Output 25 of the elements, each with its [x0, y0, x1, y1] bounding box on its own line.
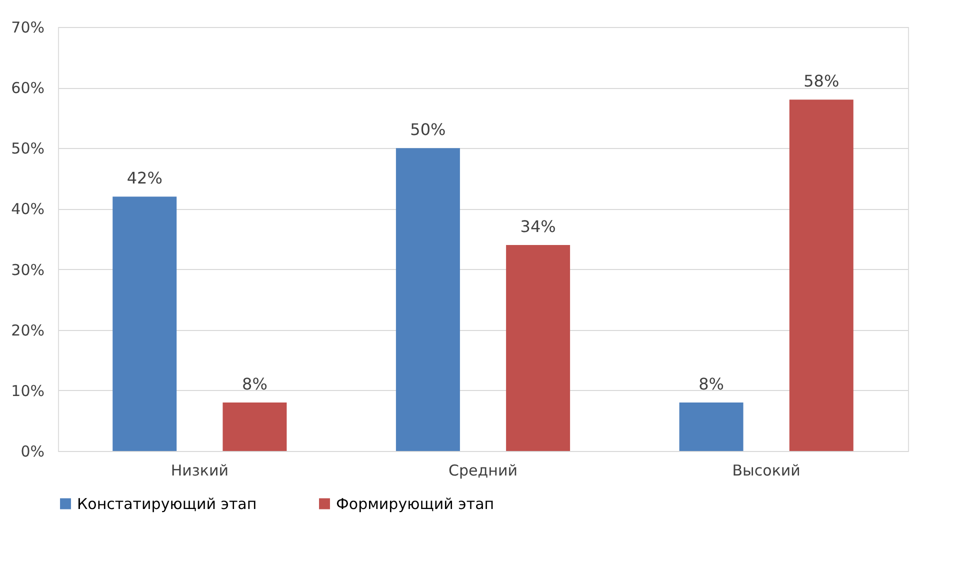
legend-label: Формирующий этап	[336, 494, 494, 513]
y-tick-label: 0%	[20, 442, 44, 460]
legend-label: Констатирующий этап	[77, 494, 257, 513]
data-label: 58%	[804, 72, 840, 91]
bar	[222, 402, 287, 451]
data-label: 34%	[520, 217, 556, 236]
x-tick-label: Высокий	[732, 462, 800, 480]
y-tick-label: 50%	[11, 140, 44, 158]
y-tick-label: 40%	[11, 200, 44, 218]
x-tick-label: Средний	[448, 462, 518, 480]
data-label: 8%	[698, 374, 724, 394]
y-tick-label: 30%	[11, 260, 44, 279]
data-label: 42%	[126, 168, 162, 188]
y-tick-label: 20%	[11, 321, 44, 340]
bar	[789, 100, 854, 451]
y-tick-label: 10%	[11, 382, 44, 400]
data-label: 8%	[242, 374, 268, 394]
y-tick-label: 70%	[11, 18, 44, 36]
bar	[679, 402, 744, 451]
bar	[506, 245, 570, 451]
data-label: 50%	[410, 120, 446, 140]
bar	[112, 196, 177, 451]
bar	[396, 148, 460, 451]
x-tick-label: Низкий	[170, 462, 228, 480]
y-tick-label: 60%	[11, 79, 44, 98]
